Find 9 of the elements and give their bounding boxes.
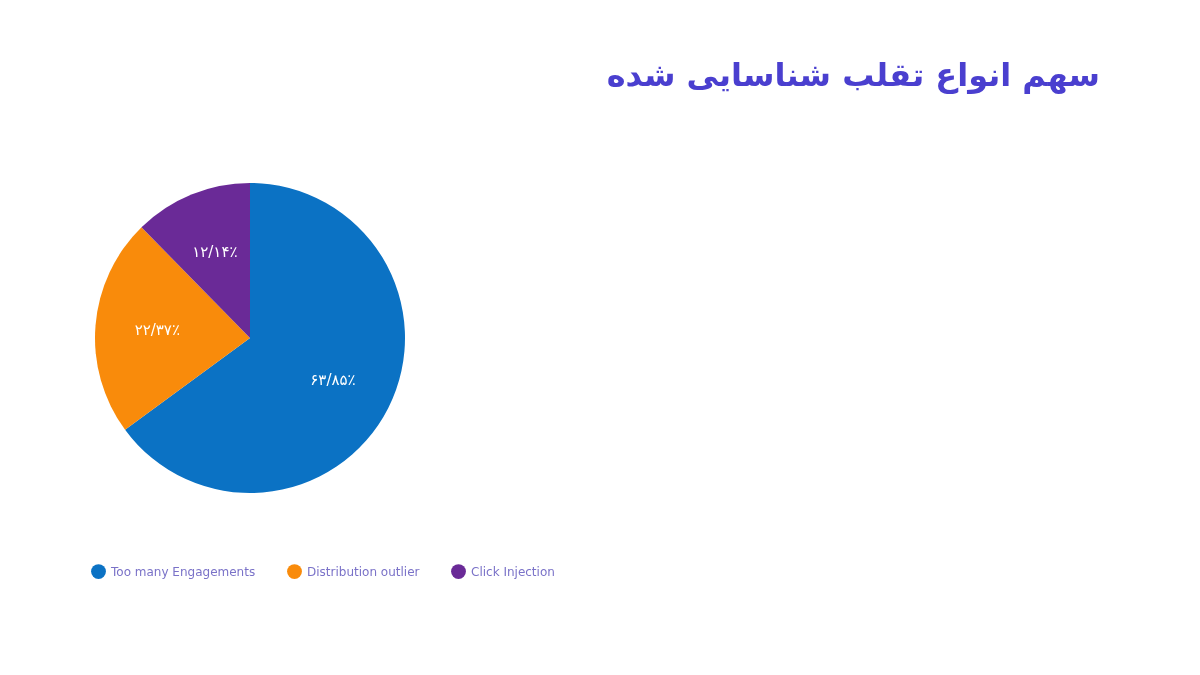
legend-label: Too many Engagements xyxy=(110,564,256,579)
pie-slice xyxy=(125,183,405,493)
pie-slice xyxy=(95,227,250,430)
legend-label: Distribution outlier xyxy=(307,564,420,579)
data-label: ۶۳/۸۵٪ xyxy=(310,371,356,389)
text: سهم انواع تقلب شناسایی شده xyxy=(606,56,1100,94)
data-label: ۲۲/۳۷٪ xyxy=(134,321,180,340)
data-label: ۱۲/۱۴٪ xyxy=(192,242,238,261)
legend-label: Click Injection xyxy=(471,564,555,579)
